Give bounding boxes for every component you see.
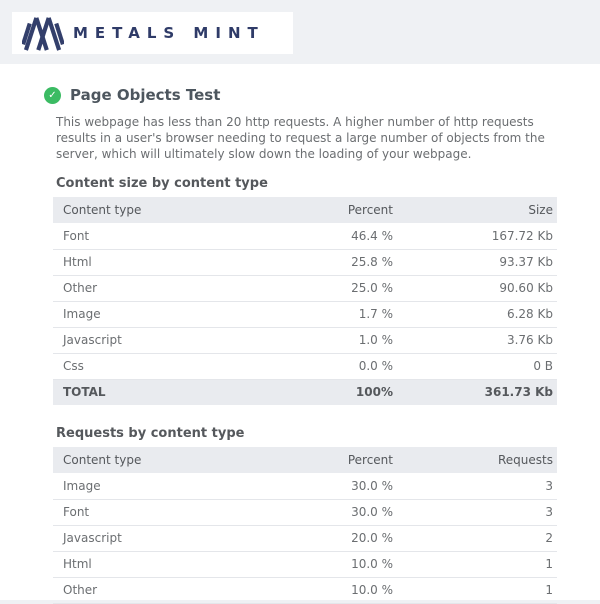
table-cell: TOTAL (63, 385, 106, 400)
table-row: Image 30.0 % 3 (53, 473, 557, 499)
table-cell: Css (63, 359, 84, 373)
table-row: Html 10.0 % 1 (53, 551, 557, 577)
header-logo-card: METALS MINT (12, 12, 293, 54)
table-cell: 10.0 % (351, 583, 393, 597)
table-cell: 1.7 % (358, 307, 393, 321)
table-cell: 167.72 Kb (491, 228, 553, 243)
column-header: Size (393, 197, 557, 223)
table-cell: 2 (545, 531, 553, 545)
table-row: Image 1.7 % 6.28 Kb (53, 301, 557, 327)
table-cell: 3.76 Kb (506, 333, 553, 347)
table-cell: 1.0 % (358, 333, 393, 347)
table-row: Font 46.4 % 167.72 Kb (53, 223, 557, 249)
test-description: This webpage has less than 20 http reque… (56, 115, 545, 161)
table-header-row: Content type Percent Size (53, 197, 557, 223)
table-cell: Html (63, 557, 92, 571)
table-cell: Other (63, 583, 98, 597)
table-cell: 1 (545, 557, 553, 571)
column-header: Content type (53, 197, 303, 223)
table-cell: 90.60 Kb (499, 281, 553, 295)
table-total-row: TOTAL 100% 361.73 Kb (53, 379, 557, 405)
table-cell: Javascript (63, 333, 122, 347)
table-cell: 1 (545, 583, 553, 597)
column-header: Content type (53, 447, 303, 473)
content-size-table: Content type Percent Size Font 46.4 % 167.72 … (53, 197, 557, 405)
table-cell: 20.0 % (351, 531, 393, 545)
column-header: Requests (393, 447, 557, 473)
table-cell: 0 B (533, 359, 553, 373)
test-title: Page Objects Test (70, 86, 221, 104)
requests-heading: Requests by content type (56, 426, 245, 441)
table-cell: Html (63, 255, 92, 269)
table-cell: 6.28 Kb (506, 307, 553, 321)
table-cell: Other (63, 281, 98, 295)
table-row: Font 30.0 % 3 (53, 499, 557, 525)
table-cell: Font (63, 228, 90, 243)
table-cell: Image (63, 478, 101, 493)
table-row: Html 25.8 % 93.37 Kb (53, 249, 557, 275)
table-cell: 93.37 Kb (499, 255, 553, 269)
column-header: Percent (303, 447, 393, 473)
content-size-heading: Content size by content type (56, 176, 268, 191)
table-cell: 25.0 % (351, 281, 393, 295)
requests-table: Content type Percent Requests Image 30.0 % 3 F… (53, 447, 557, 604)
table-cell: 3 (545, 478, 553, 493)
table-cell: Font (63, 505, 90, 519)
logo-wordmark: METALS MINT (73, 24, 265, 42)
column-header: Percent (303, 197, 393, 223)
table-cell: 100% (355, 385, 393, 400)
table-cell: 30.0 % (351, 478, 393, 493)
table-row: Other 25.0 % 90.60 Kb (53, 275, 557, 301)
table-row: Other 10.0 % 1 (53, 577, 557, 603)
report-panel: ✓ Page Objects Test This webpage has les… (0, 64, 600, 603)
metals-mint-logo-icon (22, 17, 64, 51)
table-row: Javascript 20.0 % 2 (53, 525, 557, 551)
table-cell: 10.0 % (351, 557, 393, 571)
table-cell: Image (63, 307, 101, 321)
table-cell: 25.8 % (351, 255, 393, 269)
table-row: Javascript 1.0 % 3.76 Kb (53, 327, 557, 353)
table-cell: 46.4 % (351, 228, 393, 243)
table-cell: Javascript (63, 531, 122, 545)
table-cell: 3 (545, 505, 553, 519)
test-header: ✓ Page Objects Test (44, 86, 557, 104)
check-icon: ✓ (44, 86, 61, 104)
table-cell: 30.0 % (351, 505, 393, 519)
table-cell: 0.0 % (358, 359, 393, 373)
table-cell: 361.73 Kb (484, 385, 553, 400)
table-header-row: Content type Percent Requests (53, 447, 557, 473)
table-row: Css 0.0 % 0 B (53, 353, 557, 379)
